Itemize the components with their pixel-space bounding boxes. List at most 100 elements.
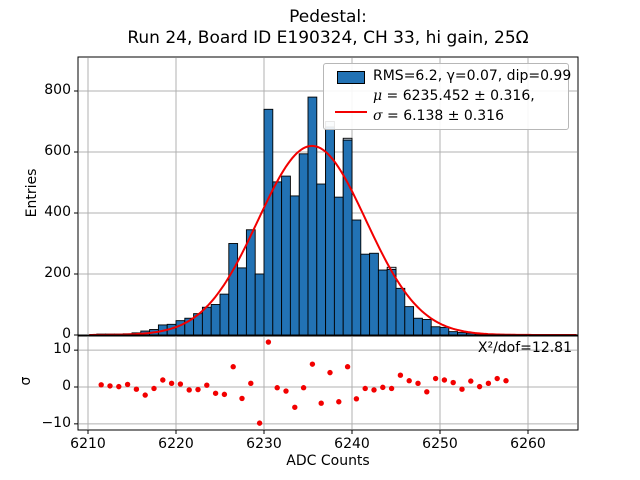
residual-dot: [116, 383, 122, 390]
histogram-bar: [245, 229, 256, 336]
residual-dot: [186, 387, 192, 393]
residual-dot: [318, 400, 324, 406]
residual-dot: [494, 375, 500, 382]
histogram-bar: [369, 252, 379, 336]
histogram-bar: [395, 287, 406, 336]
residual-y-tick-label: −10: [41, 414, 71, 431]
main-y-tick-label: 400: [44, 204, 71, 220]
histogram-bar: [342, 139, 353, 336]
residual-dot: [133, 386, 140, 392]
x-tick-label: 6260: [510, 436, 546, 452]
residual-dot: [388, 385, 395, 392]
histogram-legend-swatch: [337, 71, 365, 84]
histogram-bar: [307, 96, 318, 336]
mu-symbol: μ: [373, 88, 383, 104]
histogram-bar: [228, 243, 239, 336]
residual-axes-spine: [77, 335, 579, 431]
residual-dot: [300, 385, 307, 391]
residual-dot: [265, 339, 272, 345]
residual-dot: [362, 385, 368, 392]
residual-dot: [380, 384, 386, 391]
x-tick-label: 6230: [246, 436, 282, 452]
histogram-bar: [298, 153, 309, 336]
histogram-bar: [219, 293, 230, 336]
histogram-bar: [351, 219, 362, 336]
main-y-tick-label: 800: [44, 82, 71, 98]
histogram-bar: [272, 181, 283, 336]
histogram-bar: [316, 183, 327, 336]
residual-dot: [151, 385, 157, 392]
main-y-tick-label: 0: [62, 326, 71, 342]
residual-dot: [432, 375, 439, 382]
fit-legend-line: [335, 111, 367, 113]
residual-dot: [256, 420, 263, 426]
residual-y-tick-label: 0: [62, 378, 71, 394]
residual-dot: [485, 380, 492, 387]
residual-dot: [142, 392, 148, 398]
mu-value: = 6235.452 ± 0.316,: [382, 88, 535, 104]
residual-dot: [468, 378, 474, 384]
chart-title-line2: Run 24, Board ID E190324, CH 33, hi gain…: [127, 28, 529, 48]
x-tick-label: 6210: [70, 436, 106, 452]
x-tick-label: 6240: [334, 436, 370, 452]
residual-dot: [344, 364, 351, 370]
histogram-bar: [430, 326, 441, 336]
residual-dot: [195, 386, 201, 393]
residual-dot: [160, 377, 166, 383]
histogram-bar: [386, 268, 397, 336]
legend: RMS=6.2, γ=0.07, dip=0.99 μ = 6235.452 ±…: [323, 63, 572, 130]
residual-dot: [230, 364, 236, 370]
legend-fit-label-line1: μ = 6235.452 ± 0.316,: [373, 88, 535, 104]
residual-dot: [503, 378, 509, 384]
main-y-tick-label: 600: [44, 143, 71, 159]
main-axes-spine: [77, 56, 579, 336]
residual-dot: [239, 395, 245, 402]
histogram-bar: [377, 269, 388, 336]
sigma-value: = 6.138 ± 0.316: [382, 108, 504, 124]
residual-dot: [441, 377, 448, 383]
residual-dot: [212, 390, 219, 396]
gaussian-fit-curve: [88, 144, 577, 336]
residual-dot: [107, 383, 113, 389]
residual-dot: [336, 399, 342, 405]
histogram-bar: [439, 326, 450, 336]
residual-dot: [450, 379, 456, 386]
histogram-bar: [413, 317, 423, 336]
histogram-bar: [289, 195, 300, 336]
histogram-bar: [333, 196, 344, 336]
histogram-bar: [254, 273, 265, 336]
residual-y-tick-label: 10: [53, 341, 71, 358]
residual-dot: [98, 382, 104, 388]
histogram-bar: [448, 331, 459, 336]
residual-dot: [424, 389, 430, 395]
histogram-bar: [360, 253, 371, 336]
residual-dot: [309, 361, 316, 367]
residual-dot: [274, 385, 280, 391]
chart-title-line1: Pedestal:: [289, 7, 367, 27]
histogram-bar: [421, 318, 432, 336]
residual-dot: [406, 378, 412, 384]
residual-dot: [168, 380, 175, 387]
residual-dot: [221, 391, 228, 398]
residual-dot: [124, 381, 131, 388]
histogram-bar: [210, 304, 221, 336]
residual-dot: [177, 381, 184, 387]
histogram-bar: [201, 306, 212, 336]
residual-dot: [283, 388, 289, 394]
residual-dot: [415, 380, 421, 387]
residual-dot: [353, 396, 360, 402]
histogram-bar: [263, 108, 274, 336]
residual-dot: [327, 369, 333, 376]
residual-dot: [371, 387, 377, 393]
x-axis-label: ADC Counts: [286, 453, 370, 469]
residual-dot: [204, 382, 210, 388]
histogram-bar: [404, 306, 415, 336]
legend-hist-label: RMS=6.2, γ=0.07, dip=0.99: [373, 68, 572, 84]
residual-dot: [292, 404, 298, 410]
residual-dot: [397, 372, 404, 378]
sigma-symbol: σ: [373, 108, 383, 124]
histogram-bar: [281, 175, 291, 336]
residual-dot: [476, 383, 483, 390]
